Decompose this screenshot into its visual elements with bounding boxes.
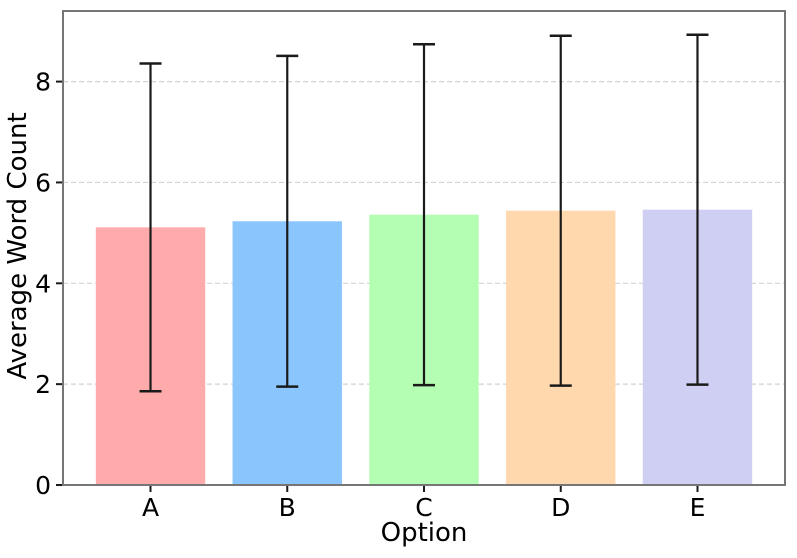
x-axis-label: Option xyxy=(381,518,468,548)
plot-border xyxy=(62,10,786,486)
x-tick-label: B xyxy=(279,493,296,522)
y-tick-label: 4 xyxy=(35,269,51,298)
y-tick-label: 6 xyxy=(35,168,51,197)
plot-area: 0 2 4 6 8 A B C D E xyxy=(35,10,786,522)
x-tick-label: E xyxy=(690,493,706,522)
x-tick-label: A xyxy=(142,493,159,522)
x-tick-label: D xyxy=(551,493,570,522)
y-tick-label: 0 xyxy=(35,471,51,500)
x-tick-label: C xyxy=(415,493,432,522)
y-tick-label: 2 xyxy=(35,370,51,399)
y-axis-label: Average Word Count xyxy=(3,112,33,379)
y-tick-label: 8 xyxy=(35,68,51,97)
